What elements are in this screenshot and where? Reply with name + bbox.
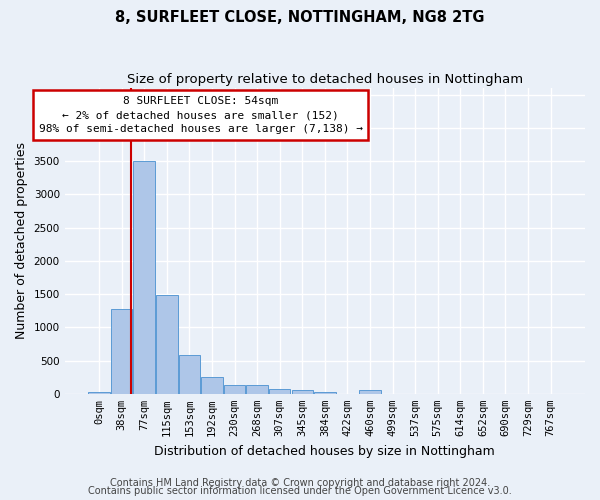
Text: Contains HM Land Registry data © Crown copyright and database right 2024.: Contains HM Land Registry data © Crown c… [110, 478, 490, 488]
Bar [156, 296, 178, 394]
Bar [224, 384, 245, 394]
Bar [314, 392, 335, 394]
Bar [247, 385, 268, 394]
Title: Size of property relative to detached houses in Nottingham: Size of property relative to detached ho… [127, 72, 523, 86]
Bar [179, 356, 200, 394]
Bar [88, 392, 110, 394]
Bar [201, 377, 223, 394]
X-axis label: Distribution of detached houses by size in Nottingham: Distribution of detached houses by size … [154, 444, 495, 458]
Bar [292, 390, 313, 394]
Text: 8, SURFLEET CLOSE, NOTTINGHAM, NG8 2TG: 8, SURFLEET CLOSE, NOTTINGHAM, NG8 2TG [115, 10, 485, 25]
Y-axis label: Number of detached properties: Number of detached properties [15, 142, 28, 340]
Text: Contains public sector information licensed under the Open Government Licence v3: Contains public sector information licen… [88, 486, 512, 496]
Text: 8 SURFLEET CLOSE: 54sqm
← 2% of detached houses are smaller (152)
98% of semi-de: 8 SURFLEET CLOSE: 54sqm ← 2% of detached… [38, 96, 362, 134]
Bar [269, 389, 290, 394]
Bar [359, 390, 381, 394]
Bar [133, 161, 155, 394]
Bar [111, 310, 133, 394]
